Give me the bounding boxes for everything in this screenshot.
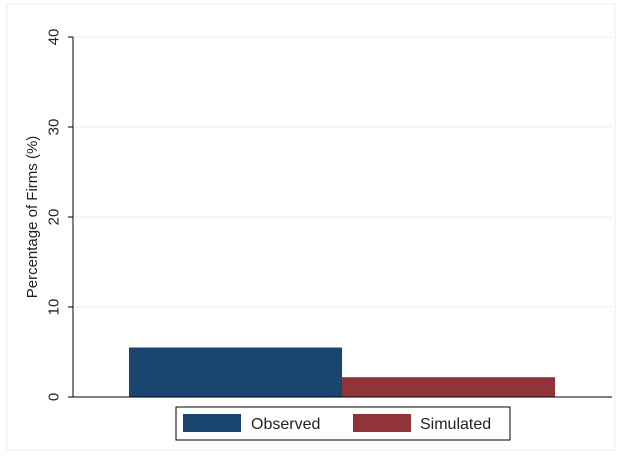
y-tick-label: 30 (46, 119, 63, 136)
y-tick-label: 40 (46, 29, 63, 46)
gridlines (73, 36, 612, 308)
y-tick-label: 0 (46, 393, 63, 401)
legend-swatch-simulated (353, 414, 411, 432)
y-axis-label: Percentage of Firms (%) (24, 136, 41, 299)
legend-label-observed: Observed (251, 416, 320, 433)
bar-observed (129, 347, 342, 397)
legend-swatch-observed (183, 414, 241, 432)
legend-label-simulated: Simulated (420, 416, 491, 433)
y-tick-label: 10 (46, 299, 63, 316)
y-ticks: 0 10 20 30 40 (46, 29, 73, 401)
bar-simulated (342, 377, 555, 397)
legend: Observed Simulated (175, 406, 511, 441)
y-tick-label: 20 (46, 209, 63, 226)
bars (129, 347, 555, 397)
